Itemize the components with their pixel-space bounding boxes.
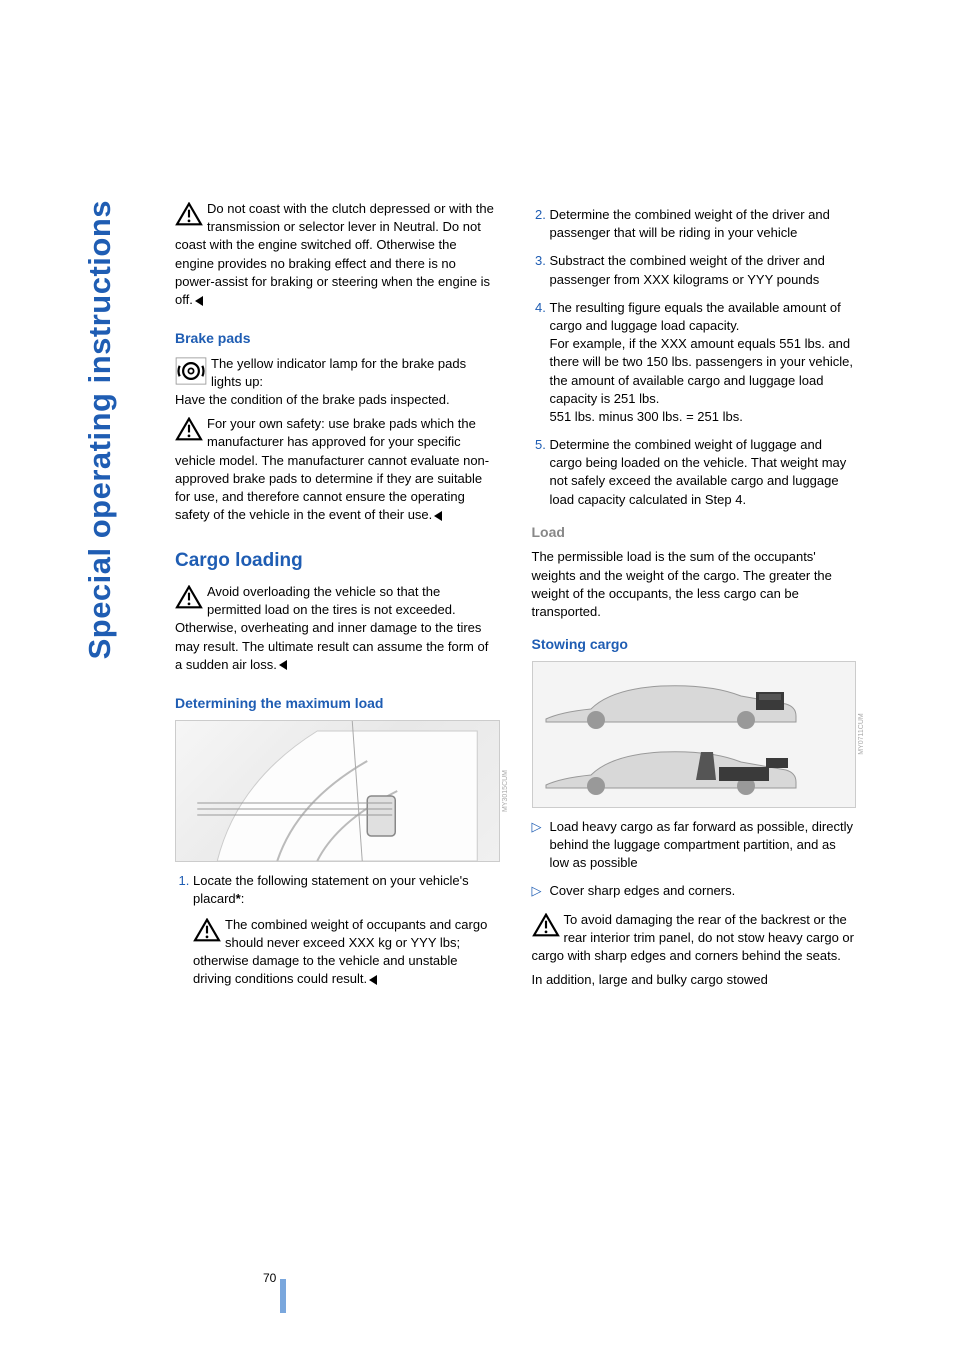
brake-line2-text: Have the condition of the brake pads ins… [175, 392, 450, 407]
bullet-item: ▷ Load heavy cargo as far forward as pos… [532, 818, 855, 873]
subheading-load: Load [532, 523, 855, 543]
bullet-text: Load heavy cargo as far forward as possi… [550, 818, 855, 873]
warning-icon [193, 918, 221, 942]
section-title-vertical: Special operating instructions [78, 200, 121, 659]
figure-vehicle-placard: MY3015CUM [175, 720, 500, 862]
list-item: The resulting figure equals the availabl… [550, 299, 855, 426]
step1-lead: Locate the following statement on your v… [193, 873, 469, 906]
subheading-brake-pads: Brake pads [175, 329, 498, 349]
warning-text: For your own safety: use brake pads whic… [175, 416, 489, 522]
subheading-stowing-cargo: Stowing cargo [532, 635, 855, 655]
ordered-list-right: Determine the combined weight of the dri… [532, 206, 855, 509]
step-text: Determine the combined weight of the dri… [550, 207, 830, 240]
ordered-list-left: Locate the following statement on your v… [175, 872, 498, 995]
bullet-item: ▷ Cover sharp edges and corners. [532, 882, 855, 900]
subheading-determining-max-load: Determining the maximum load [175, 694, 498, 714]
warning-text: Do not coast with the clutch depressed o… [175, 201, 494, 307]
brake-intro-text: The yellow indicator lamp for the brake … [211, 356, 466, 389]
warning-paragraph: Do not coast with the clutch depressed o… [175, 200, 498, 309]
trailing-paragraph: In addition, large and bulky cargo stowe… [532, 971, 855, 989]
brake-pad-icon [175, 357, 207, 385]
heading-cargo-loading: Cargo loading [175, 548, 498, 575]
list-item: Substract the combined weight of the dri… [550, 252, 855, 288]
warning-paragraph: For your own safety: use brake pads whic… [175, 415, 498, 524]
warning-paragraph: To avoid damaging the rear of the backre… [532, 911, 855, 966]
step-text: Determine the combined weight of luggage… [550, 437, 847, 507]
load-paragraph: The permissible load is the sum of the o… [532, 548, 855, 621]
list-item: Determine the combined weight of luggage… [550, 436, 855, 509]
triangle-bullet-icon: ▷ [532, 818, 550, 873]
warning-icon [175, 202, 203, 226]
warning-text: To avoid damaging the rear of the backre… [532, 912, 854, 963]
list-item: Locate the following statement on your v… [193, 872, 498, 995]
two-column-layout: Do not coast with the clutch depressed o… [175, 200, 854, 1005]
triangle-bullet-icon: ▷ [532, 882, 550, 900]
end-marker-icon [369, 975, 377, 985]
step-text: 551 lbs. minus 300 lbs. = 251 lbs. [550, 409, 743, 424]
end-marker-icon [195, 296, 203, 306]
warning-icon [175, 417, 203, 441]
warning-paragraph: The combined weight of occupants and car… [193, 916, 498, 989]
page-number-bar [280, 1279, 286, 1313]
warning-text: Avoid overloading the vehicle so that th… [175, 584, 488, 672]
warning-icon [175, 585, 203, 609]
figure-caption: MY0711CUM [857, 714, 867, 756]
left-column: Do not coast with the clutch depressed o… [175, 200, 498, 1005]
figure-caption: MY3015CUM [501, 770, 511, 812]
step-text: The resulting figure equals the availabl… [550, 300, 841, 333]
list-item: Determine the combined weight of the dri… [550, 206, 855, 242]
page-number: 70 [263, 1270, 276, 1287]
step-text: For example, if the XXX amount equals 55… [550, 336, 854, 406]
bullet-text: Cover sharp edges and corners. [550, 882, 855, 900]
brake-pads-paragraph: The yellow indicator lamp for the brake … [175, 355, 498, 410]
warning-icon [532, 913, 560, 937]
step-text: Substract the combined weight of the dri… [550, 253, 825, 286]
end-marker-icon [434, 511, 442, 521]
end-marker-icon [279, 660, 287, 670]
right-column: Determine the combined weight of the dri… [532, 200, 855, 1005]
warning-paragraph: Avoid overloading the vehicle so that th… [175, 583, 498, 674]
document-page: Special operating instructions Do not co… [0, 0, 954, 1351]
warning-text: The combined weight of occupants and car… [193, 917, 487, 987]
figure-stowing-cargo: MY0711CUM [532, 661, 857, 808]
